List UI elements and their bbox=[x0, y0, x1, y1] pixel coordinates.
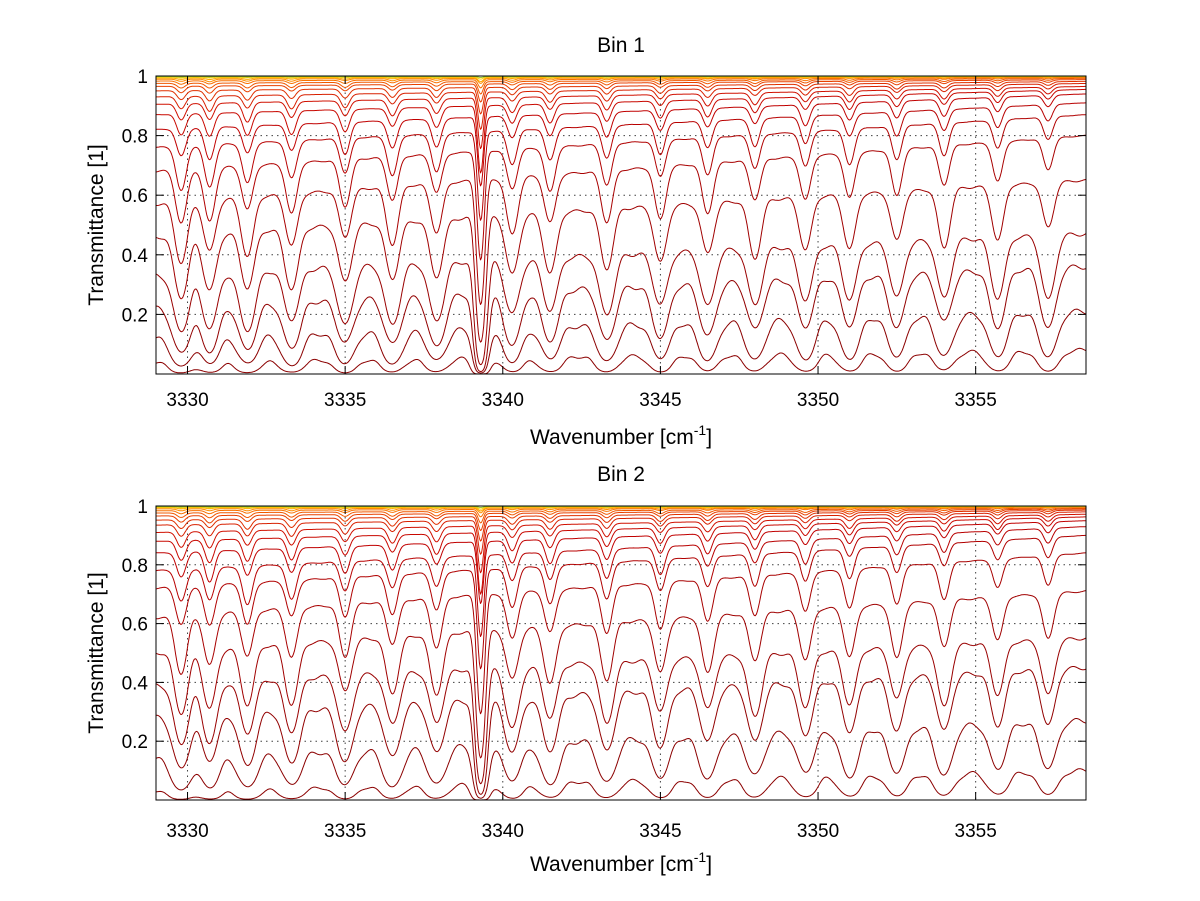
y-tick-label: 0.4 bbox=[122, 246, 149, 267]
x-tick-label: 3340 bbox=[482, 390, 524, 411]
spectrum-line-4 bbox=[156, 232, 1086, 366]
x-tick-label: 3350 bbox=[797, 390, 839, 411]
y-axis-label: Transmittance [1] bbox=[85, 144, 108, 305]
spectrum-line-9 bbox=[156, 93, 1086, 187]
x-tick-label: 3340 bbox=[482, 821, 524, 842]
y-tick-label: 0.2 bbox=[122, 305, 148, 326]
spectrum-line-5 bbox=[156, 178, 1086, 343]
spectrum-line-15 bbox=[156, 77, 1086, 95]
spectrum-line-7 bbox=[156, 534, 1086, 670]
x-tick-label: 3335 bbox=[324, 390, 366, 411]
y-tick-label: 0.6 bbox=[122, 615, 148, 636]
spectrum-line-13 bbox=[156, 509, 1086, 542]
spectrum-line-8 bbox=[156, 526, 1086, 637]
x-tick-label: 3345 bbox=[639, 390, 681, 411]
spectrum-line-2 bbox=[156, 308, 1086, 374]
x-tick-label: 3355 bbox=[955, 821, 997, 842]
x-tick-label: 3345 bbox=[639, 821, 681, 842]
y-tick-label: 1 bbox=[137, 67, 148, 88]
subplot-1: 3330 3335 3340 3345 3350 3355 0.2 0.4 0.6 0.8 1 Bin… bbox=[85, 34, 1087, 449]
y-tick-label: 0.2 bbox=[122, 732, 148, 753]
spectrum-line-1 bbox=[156, 768, 1086, 800]
y-tick-label: 0.4 bbox=[122, 673, 149, 694]
x-axis-label: Wavenumber [cm-1] bbox=[530, 422, 712, 449]
y-tick-label: 0.8 bbox=[122, 127, 148, 148]
spectrum-line-3 bbox=[156, 264, 1086, 372]
spectrum-line-12 bbox=[156, 511, 1086, 555]
subplot-2: 3330 3335 3340 3345 3350 3355 0.2 0.4 0.6 0.8 1 Bin… bbox=[85, 463, 1087, 876]
spectrum-line-2 bbox=[156, 718, 1086, 799]
spectrum-line-5 bbox=[156, 590, 1086, 759]
y-tick-label: 0.8 bbox=[122, 556, 148, 577]
spectrum-line-10 bbox=[156, 516, 1086, 595]
spectrum-line-7 bbox=[156, 114, 1086, 261]
spectrum-line-8 bbox=[156, 102, 1086, 221]
spectrum-line-3 bbox=[156, 666, 1086, 795]
chart-title: Bin 2 bbox=[597, 463, 645, 486]
spectrum-line-14 bbox=[156, 508, 1086, 531]
series-group bbox=[156, 75, 1086, 374]
spectrum-line-14 bbox=[156, 79, 1086, 103]
spectrum-line-6 bbox=[156, 134, 1086, 305]
spectrum-line-6 bbox=[156, 552, 1086, 715]
axes-frame bbox=[155, 505, 1087, 801]
x-axis-label: Wavenumber [cm-1] bbox=[530, 849, 712, 876]
y-tick-label: 1 bbox=[137, 497, 148, 518]
spectrum-line-11 bbox=[156, 513, 1086, 574]
spectrum-line-12 bbox=[156, 82, 1086, 130]
y-axis-label: Transmittance [1] bbox=[85, 572, 108, 733]
x-tick-label: 3330 bbox=[166, 390, 208, 411]
spectrum-line-16 bbox=[156, 506, 1086, 518]
spectrum-line-4 bbox=[156, 637, 1086, 785]
spectrum-line-11 bbox=[156, 85, 1086, 150]
x-tick-label: 3330 bbox=[166, 821, 208, 842]
spectrum-line-9 bbox=[156, 520, 1086, 604]
spectrum-line-15 bbox=[156, 507, 1086, 524]
chart-title: Bin 1 bbox=[597, 34, 645, 57]
x-tick-label: 3335 bbox=[324, 821, 366, 842]
spectrum-line-13 bbox=[156, 80, 1086, 115]
spectrum-line-1 bbox=[156, 347, 1086, 374]
axes-frame bbox=[155, 75, 1087, 375]
x-tick-label: 3350 bbox=[797, 821, 839, 842]
y-tick-label: 0.6 bbox=[122, 186, 148, 207]
plot-area bbox=[155, 75, 1087, 375]
spectrum-line-16 bbox=[156, 77, 1086, 89]
spectrum-line-10 bbox=[156, 88, 1086, 174]
x-tick-label: 3355 bbox=[955, 390, 997, 411]
